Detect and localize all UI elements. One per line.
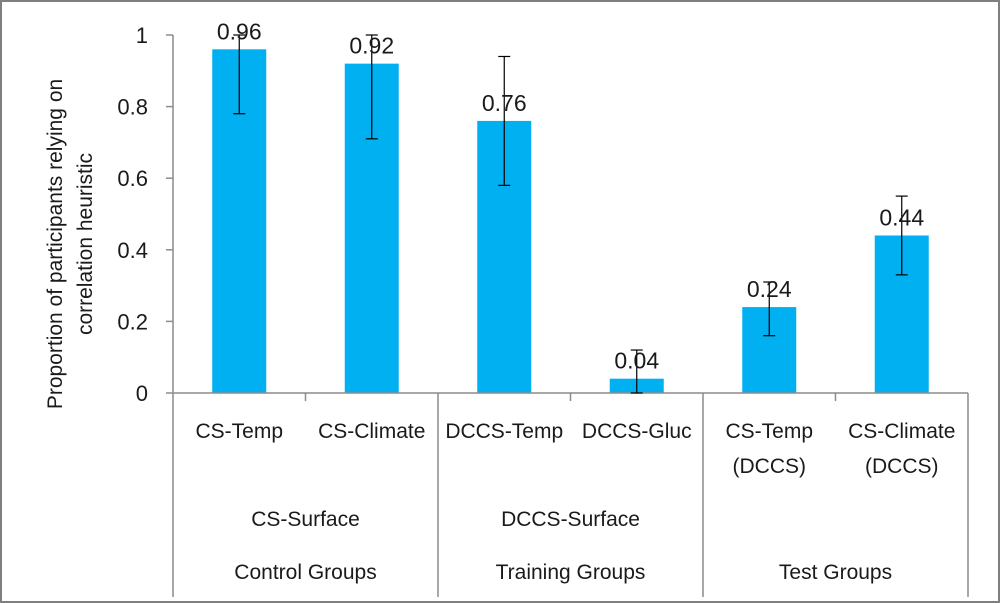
data-label: 0.04: [614, 348, 659, 374]
y-tick-label: 0.4: [117, 238, 148, 263]
x-category-label: DCCS-Temp: [445, 420, 563, 443]
y-tick-label: 0: [136, 381, 148, 406]
data-label: 0.24: [747, 276, 792, 302]
x-group-label: Control Groups: [234, 561, 376, 584]
data-label: 0.92: [349, 33, 394, 59]
x-category-label: CS-Temp: [725, 420, 813, 443]
x-category-label: CS-Climate: [848, 420, 955, 443]
y-tick-label: 0.8: [117, 95, 148, 120]
y-tick-label: 0.2: [117, 309, 148, 334]
x-subgroup-label: DCCS-Surface: [501, 508, 640, 531]
x-category-label: DCCS-Gluc: [582, 420, 692, 443]
data-label: 0.96: [217, 18, 262, 44]
x-category-label: (DCCS): [865, 455, 939, 478]
y-tick-label: 1: [136, 23, 148, 48]
x-category-label: CS-Temp: [195, 420, 283, 443]
y-axis-title: correlation heuristic: [74, 153, 97, 335]
data-label: 0.76: [482, 90, 527, 116]
x-subgroup-label: CS-Surface: [251, 508, 360, 531]
y-axis-title: Proportion of participants relying on: [44, 79, 67, 409]
x-category-label: CS-Climate: [318, 420, 425, 443]
y-tick-label: 0.6: [117, 166, 148, 191]
x-group-label: Test Groups: [779, 561, 892, 584]
x-group-label: Training Groups: [496, 561, 646, 584]
x-category-label: (DCCS): [733, 455, 807, 478]
data-label: 0.44: [879, 204, 924, 230]
